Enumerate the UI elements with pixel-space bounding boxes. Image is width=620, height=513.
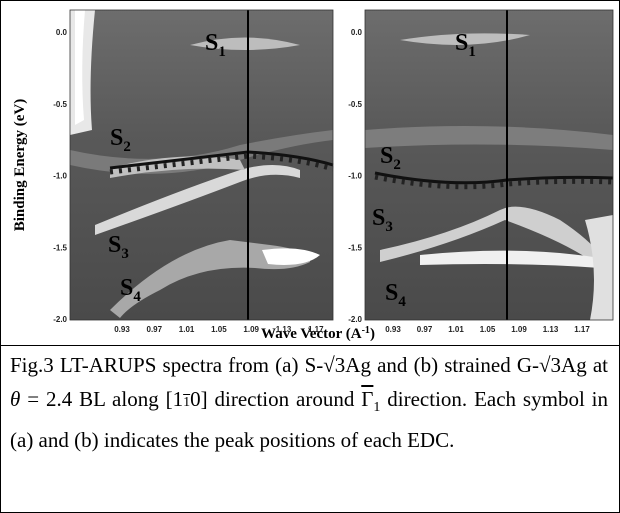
y-axis-label: Binding Energy (eV): [12, 99, 28, 232]
y-tick-label: -1.0: [348, 172, 362, 181]
spectrum-feature: [400, 33, 530, 45]
spectrum-feature: [95, 165, 300, 235]
y-tick-label: -1.5: [348, 243, 362, 252]
x-tick-label: 0.93: [114, 325, 130, 334]
spectrum-feature: [75, 10, 85, 125]
band-label-sub: 1: [468, 44, 476, 60]
caption-part: 1: [183, 394, 191, 410]
x-tick-label: 1.01: [179, 325, 195, 334]
band-label: S3: [108, 232, 129, 262]
band-label-name: S: [205, 30, 218, 56]
caption-part: Fig.3 LT-ARUPS spectra from (a) S-√3Ag a…: [10, 353, 608, 377]
spectrum-feature: [380, 206, 600, 262]
x-axis-label-text: Wave Vector (A: [261, 326, 362, 342]
band-label-name: S: [110, 125, 123, 151]
band-label-sub: 1: [218, 44, 226, 60]
y-tick-label: -1.5: [53, 243, 67, 252]
band-label-name: S: [108, 232, 121, 258]
x-axis-label-end: ): [370, 326, 375, 342]
x-axis-label-sup: -1: [362, 325, 370, 336]
x-tick-label: 1.09: [243, 325, 259, 334]
band-label-name: S: [372, 205, 385, 231]
x-tick-label: 0.97: [147, 325, 163, 334]
band-label: S3: [372, 205, 393, 235]
x-tick-label: 0.97: [417, 325, 433, 334]
band-label-sub: 3: [385, 219, 393, 235]
spectrum-feature: [262, 248, 320, 265]
y-tick-label: -0.5: [53, 100, 67, 109]
x-tick-label: 1.13: [276, 325, 292, 334]
x-tick-label: 0.93: [385, 325, 401, 334]
x-tick-label: 1.17: [574, 325, 590, 334]
caption-part: 1: [373, 399, 381, 415]
panel-frame: [364, 9, 614, 321]
x-tick-label: 1.01: [448, 325, 464, 334]
band-label-sub: 3: [121, 246, 129, 262]
caption: Fig.3 LT-ARUPS spectra from (a) S-√3Ag a…: [10, 349, 608, 458]
spectrum-feature: [365, 126, 613, 150]
caption-part: θ: [10, 386, 21, 411]
band-label-name: S: [120, 275, 133, 301]
y-tick-label: -2.0: [348, 315, 362, 324]
caption-part: 0] direction around: [190, 386, 362, 411]
peak-markers: [109, 153, 334, 175]
band-label-sub: 2: [393, 157, 401, 173]
band-label: S2: [380, 143, 401, 173]
x-axis-label: Wave Vector (A-1): [261, 325, 375, 342]
caption-part: direction. Each symbol in (a) and (b) in…: [10, 386, 609, 453]
spectrum-feature: [585, 215, 613, 320]
x-tick-label: 1.13: [543, 325, 559, 334]
band-label: S1: [455, 30, 476, 60]
band-label: S4: [120, 275, 141, 305]
y-tick-label: -2.0: [53, 315, 67, 324]
y-tick-label: 0.0: [351, 28, 363, 37]
band-label: S1: [205, 30, 226, 60]
band-label-sub: 4: [398, 294, 406, 310]
band-label-name: S: [385, 280, 398, 306]
spectrum-feature: [110, 240, 310, 318]
band-label: S4: [385, 280, 406, 310]
spectrum-feature: [190, 37, 300, 50]
band-label-sub: 2: [123, 139, 131, 155]
figure: Binding Energy (eV) Wave Vector (A-1) 0.…: [12, 9, 614, 342]
caption-part: Γ: [361, 386, 374, 411]
x-tick-label: 1.05: [211, 325, 227, 334]
panel-frame: [69, 9, 334, 321]
spectrum-feature: [420, 250, 600, 268]
band-label-name: S: [455, 30, 468, 56]
y-tick-label: -0.5: [348, 100, 362, 109]
band-label-name: S: [380, 143, 393, 169]
y-tick-label: -1.0: [53, 172, 67, 181]
band-label-sub: 4: [133, 289, 141, 305]
x-tick-label: 1.09: [511, 325, 527, 334]
y-tick-label: 0.0: [56, 28, 68, 37]
spectrum-background: [365, 10, 613, 320]
x-tick-label: 1.05: [480, 325, 496, 334]
band-label: S2: [110, 125, 131, 155]
separator: [0, 345, 620, 346]
x-tick-label: 1.17: [308, 325, 324, 334]
caption-part: = 2.4 BL along [1: [20, 386, 184, 411]
